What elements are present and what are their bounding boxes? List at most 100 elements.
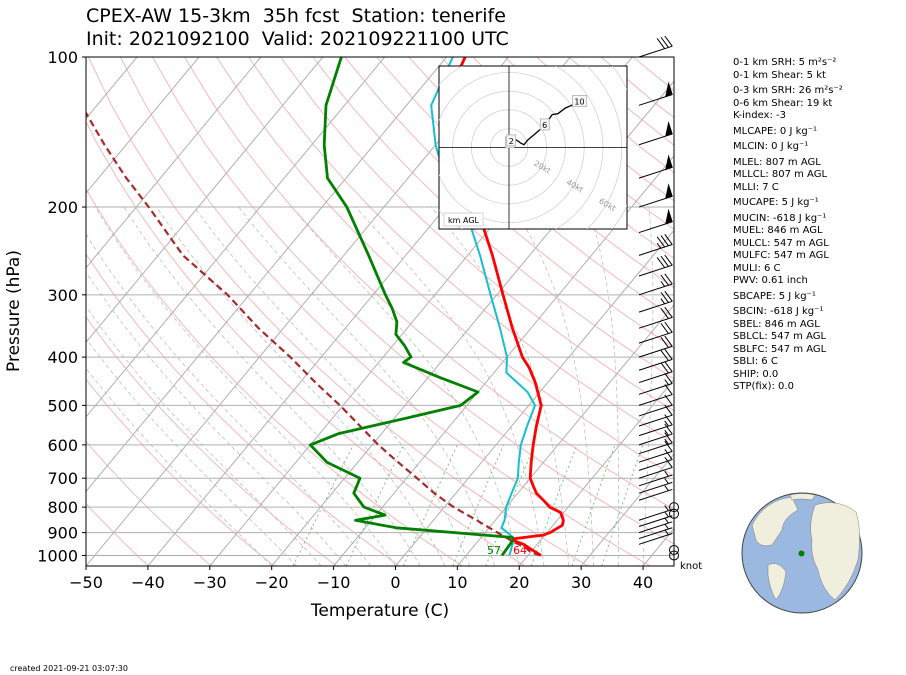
svg-text:2: 2 — [509, 137, 514, 146]
moist-adiabat-line — [512, 206, 594, 566]
hodograph-inset: 20kt40kt60kt80kt12610km AGL — [438, 65, 628, 230]
wind-barb — [638, 456, 673, 479]
wind-barb — [638, 348, 673, 371]
hodograph-height-marker: 6 — [539, 118, 550, 131]
wind-barbs — [638, 35, 679, 561]
moist-adiabat-line — [86, 337, 297, 566]
isotherm-line — [456, 304, 674, 566]
index-line: STP(fix): 0.0 — [733, 381, 794, 392]
wind-barb — [638, 154, 673, 179]
moist-adiabat-line — [156, 206, 446, 566]
moist-adiabat-line — [95, 206, 396, 566]
plot-frame — [85, 56, 675, 567]
moist-adiabat-line — [291, 206, 520, 566]
globe-land-south-america — [767, 563, 787, 601]
index-line: MLCIN: 0 J kg⁻¹ — [733, 141, 809, 152]
station-location-marker — [798, 550, 805, 557]
isotherm-line — [518, 378, 674, 566]
isotherm-line — [395, 229, 674, 566]
wind-barb — [638, 81, 673, 106]
moist-adiabat-line — [86, 367, 272, 566]
wind-barb — [638, 234, 673, 256]
y-tick-label: 700 — [47, 469, 78, 488]
globe-land-arctic — [789, 493, 816, 501]
wind-barb — [638, 321, 673, 344]
mixing-ratio-line — [530, 444, 578, 566]
index-line: MLCAPE: 0 J kg⁻¹ — [733, 125, 818, 137]
isotherm-line — [86, 57, 200, 194]
temperature-profile-line — [442, 57, 565, 557]
moist-adiabat-line — [642, 206, 654, 566]
x-tick-label: 0 — [390, 573, 400, 592]
y-tick-label: 900 — [47, 524, 78, 543]
wind-barb — [638, 384, 673, 406]
barb-units-label: knot — [680, 561, 702, 572]
dry-adiabat-line — [86, 120, 526, 566]
dry-adiabat-line — [86, 253, 400, 566]
wind-barb — [638, 470, 673, 487]
dry-adiabat-line — [86, 440, 212, 566]
index-line: MUCIN: -618 J kg⁻¹ — [733, 212, 827, 224]
index-line: SBCAPE: 5 J kg⁻¹ — [733, 290, 816, 302]
index-line: MULI: 6 C — [733, 262, 781, 274]
wind-barb — [638, 35, 673, 58]
chart-title-line2: Init: 2021092100 Valid: 202109221100 UTC — [86, 28, 509, 50]
dry-adiabat-line — [216, 57, 674, 477]
wind-barb — [638, 414, 673, 437]
calm-wind-marker — [669, 508, 679, 519]
wind-barb — [638, 485, 673, 501]
y-tick-label: 300 — [47, 286, 78, 305]
wind-barb — [638, 517, 673, 534]
globe-land-americas — [751, 496, 799, 547]
isotherm-line — [580, 453, 674, 566]
wind-barb — [638, 335, 673, 358]
wind-barb — [638, 208, 673, 234]
dry-adiabat-line — [280, 57, 674, 412]
wind-barb — [638, 361, 673, 384]
wind-barb — [638, 373, 673, 395]
dry-adiabat-line — [119, 57, 651, 566]
dry-adiabat-line — [248, 57, 674, 444]
moist-adiabat-line — [86, 271, 347, 566]
moist-adiabat-line — [587, 206, 619, 566]
index-line: MUEL: 846 m AGL — [733, 225, 823, 236]
isotherm-line — [86, 57, 447, 493]
globe-land-europe-africa — [810, 502, 860, 601]
y-tick-label: 800 — [47, 498, 78, 517]
index-line: SBLFC: 547 m AGL — [733, 343, 827, 355]
index-line: MLEL: 807 m AGL — [733, 156, 821, 168]
dry-adiabat-line — [86, 502, 149, 566]
moist-adiabat-line — [238, 206, 495, 566]
calm-wind-marker — [669, 544, 679, 555]
surface-temperature-label: 64 — [513, 544, 527, 557]
dry-adiabat-line — [344, 57, 674, 349]
x-tick-label: −10 — [317, 573, 351, 592]
dry-adiabat-line — [87, 57, 589, 566]
mixing-ratio-line — [601, 444, 644, 566]
mixing-ratio-line — [452, 444, 505, 566]
dry-adiabat-line — [152, 57, 674, 545]
index-line: 0-3 km SRH: 26 m²s⁻² — [733, 85, 843, 96]
y-tick-label: 200 — [47, 198, 78, 217]
wind-barb — [638, 478, 673, 494]
y-tick-label: 100 — [47, 48, 78, 67]
wind-barb — [638, 440, 673, 463]
index-line: 0-6 km Shear: 19 kt — [733, 97, 833, 109]
x-tick-label: −20 — [255, 573, 289, 592]
sounding-indices-panel: 0-1 km SRH: 5 m²s⁻² 0-1 km Shear: 5 kt 0-3… — [733, 57, 903, 394]
index-line: MULFC: 547 m AGL — [733, 250, 829, 261]
index-line: MUCAPE: 5 J kg⁻¹ — [733, 197, 819, 208]
wind-barb — [638, 432, 673, 455]
y-tick-label: 500 — [47, 396, 78, 415]
dry-adiabat-line — [86, 316, 338, 566]
x-axis-label: Temperature (C) — [310, 601, 449, 621]
wind-barb — [638, 183, 673, 208]
calm-wind-marker — [669, 550, 679, 561]
dewpoint-profile-line — [308, 57, 515, 557]
isotherm-line — [86, 57, 386, 418]
wind-barb — [638, 449, 673, 471]
calm-wind-marker — [669, 502, 679, 513]
x-tick-label: 40 — [633, 573, 653, 592]
